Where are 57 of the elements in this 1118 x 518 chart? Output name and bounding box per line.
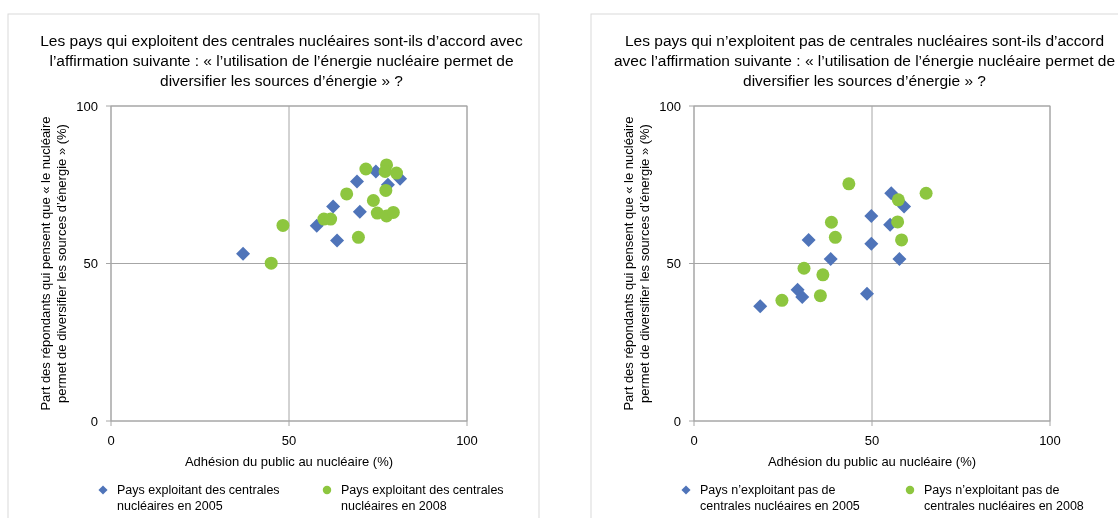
x-tick-label: 50 — [864, 433, 880, 448]
point — [892, 252, 907, 267]
x-tick-label: 0 — [107, 433, 115, 448]
point — [919, 186, 933, 200]
y-tick-label: 50 — [666, 256, 681, 271]
point — [864, 208, 879, 223]
x-tick-label: 100 — [1039, 433, 1061, 448]
x-tick-label: 50 — [281, 433, 297, 448]
point — [824, 215, 838, 229]
legend-label: Pays exploitant des centrales nucléaires en 2005 — [117, 483, 280, 513]
legend-label: Pays exploitant des centrales nucléaires en 2008 — [341, 483, 504, 513]
point — [378, 165, 392, 179]
point — [366, 194, 380, 207]
point — [326, 199, 341, 214]
point — [359, 162, 373, 176]
y-tick-label: 100 — [659, 98, 681, 114]
point — [330, 233, 345, 248]
point — [340, 187, 354, 201]
point — [795, 289, 810, 304]
point — [351, 230, 365, 244]
point — [350, 174, 364, 189]
point — [842, 177, 856, 191]
point — [823, 252, 838, 267]
point — [236, 246, 251, 261]
y-axis-title: Part des répondants qui pensent que « le nucléaire permet de diversifier les sources d’énergie » (%) — [621, 116, 652, 411]
y-tick-label: 0 — [90, 413, 98, 429]
point — [352, 204, 367, 219]
point — [816, 268, 830, 282]
point — [797, 261, 811, 275]
x-axis-title: Adhésion du public au nucléaire (%) — [184, 454, 394, 469]
point — [386, 205, 400, 219]
legend-label: Pays n’exploitant pas de centrales nucléaires en 2005 — [700, 483, 860, 513]
y-tick-label: 50 — [83, 256, 98, 271]
x-tick-label: 100 — [456, 433, 478, 448]
point — [813, 289, 827, 303]
point — [379, 183, 393, 197]
point — [801, 232, 816, 247]
point — [895, 233, 909, 247]
point — [264, 256, 278, 270]
chart-title: Les pays qui exploitent des centrales nucléaires sont-ils d’accord avec l’affirmation suivante : « l’utilisation de l’énergie nucléaire permet de diversifier les sources d’énergie » ? — [40, 32, 523, 89]
point — [828, 230, 842, 244]
point — [390, 166, 404, 180]
point — [276, 218, 290, 232]
point — [860, 286, 875, 301]
y-tick-label: 100 — [76, 98, 98, 114]
point — [891, 215, 905, 229]
point — [891, 193, 905, 207]
point — [753, 299, 768, 314]
point — [884, 186, 899, 201]
y-tick-label: 0 — [673, 413, 681, 429]
x-axis-title: Adhésion du public au nucléaire (%) — [767, 454, 977, 469]
point — [864, 236, 879, 251]
y-axis-title: Part des répondants qui pensent que « le nucléaire permet de diversifier les sources d’énergie » (%) — [38, 116, 69, 411]
chart-title: Les pays qui n’exploitent pas de centrales nucléaires sont-ils d’accord avec l’affirmation suivante : « l’utilisation de l’énergie nucléaire permet de diversifier les sources d’énergie » ? — [613, 32, 1116, 89]
x-tick-label: 0 — [690, 433, 698, 448]
point — [775, 293, 789, 307]
legend-label: Pays n’exploitant pas de centrales nucléaires en 2008 — [924, 483, 1084, 513]
